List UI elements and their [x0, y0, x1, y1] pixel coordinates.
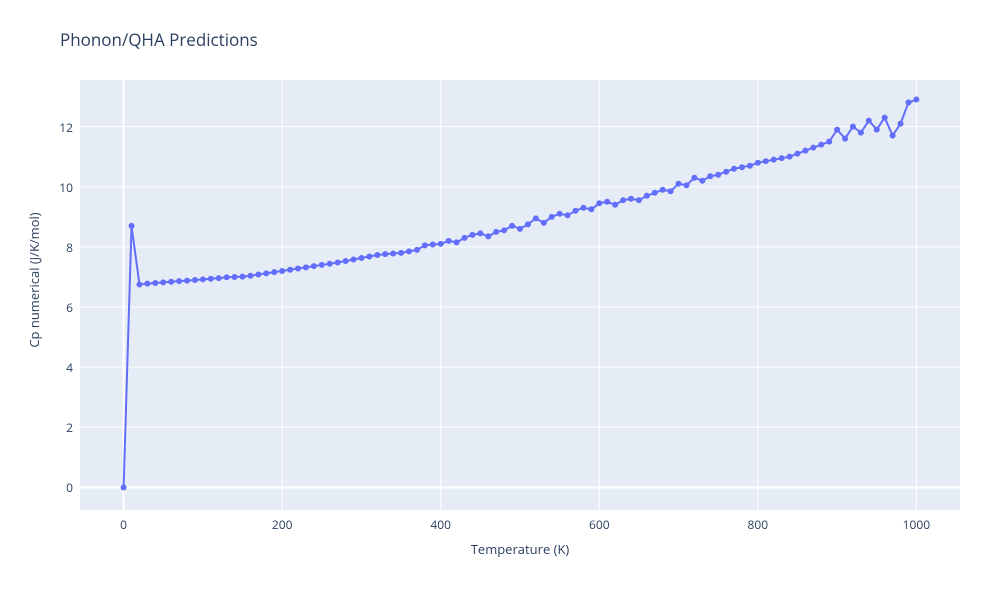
x-tick-label: 800 — [733, 516, 783, 533]
x-tick-label: 0 — [99, 516, 149, 533]
x-tick-label: 1000 — [891, 516, 941, 533]
y-tick-label: 12 — [35, 119, 73, 136]
chart-container: Phonon/QHA Predictions 02004006008001000… — [0, 0, 1000, 600]
x-tick-label: 600 — [574, 516, 624, 533]
x-tick-label: 200 — [257, 516, 307, 533]
data-line — [0, 0, 1000, 600]
y-axis-label: Cp numerical (J/K/mol) — [25, 190, 43, 370]
x-axis-label: Temperature (K) — [460, 540, 580, 558]
y-tick-label: 0 — [35, 479, 73, 496]
x-tick-label: 400 — [416, 516, 466, 533]
y-tick-label: 2 — [35, 419, 73, 436]
